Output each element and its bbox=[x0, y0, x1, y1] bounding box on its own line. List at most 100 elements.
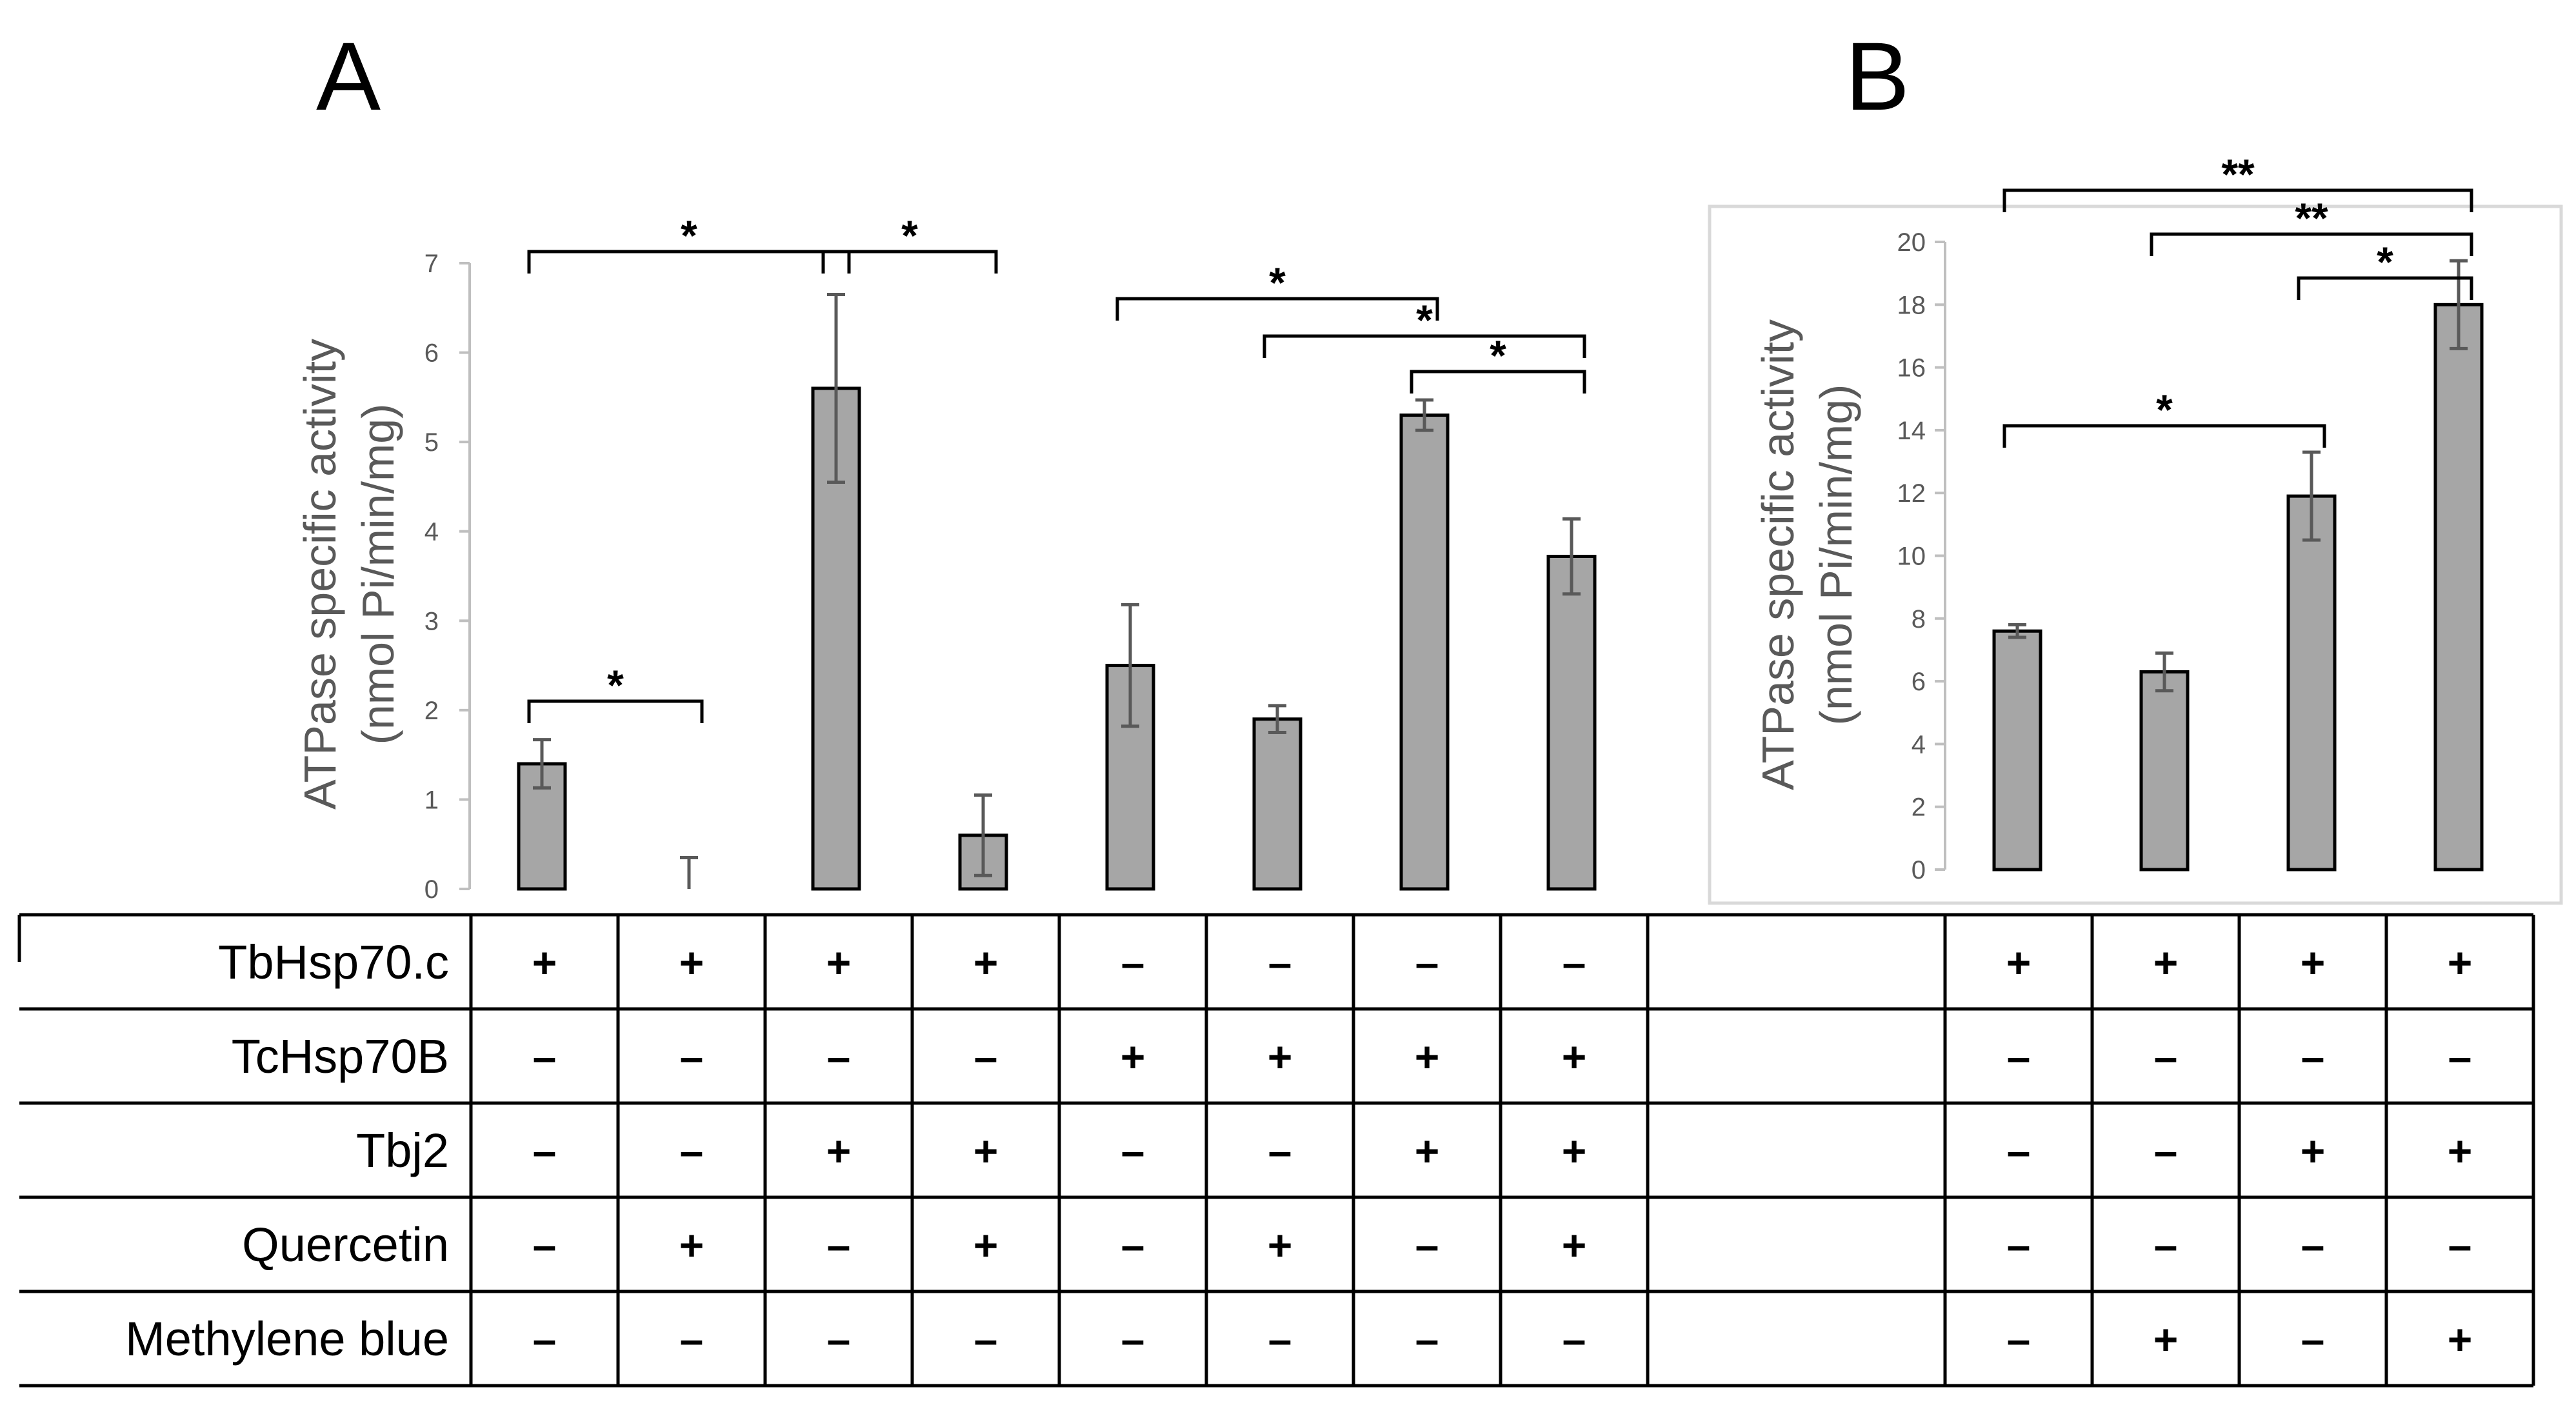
table-cell: – bbox=[827, 1221, 851, 1269]
table-cell: – bbox=[827, 1315, 851, 1363]
table-cell: + bbox=[679, 1221, 704, 1269]
table-cell: + bbox=[2006, 939, 2032, 986]
table-cell: – bbox=[2448, 1033, 2472, 1081]
table-row-label: Methylene blue bbox=[125, 1312, 449, 1366]
y-tick-label: 7 bbox=[424, 250, 439, 278]
y-tick-label: 6 bbox=[424, 339, 439, 368]
table-cell: + bbox=[1562, 1033, 1587, 1081]
table-cell: – bbox=[2448, 1221, 2472, 1269]
table-cell: – bbox=[974, 1315, 998, 1363]
table-cell: + bbox=[2153, 1315, 2179, 1363]
y-tick-label: 6 bbox=[1912, 668, 1926, 696]
significance-bracket bbox=[527, 250, 851, 274]
significance-label: ** bbox=[2295, 194, 2328, 242]
table-cell: + bbox=[679, 939, 704, 986]
table-cell: + bbox=[2153, 939, 2179, 986]
table-cell: – bbox=[2301, 1315, 2325, 1363]
table-cell: + bbox=[826, 1127, 852, 1175]
y-tick-label: 0 bbox=[1912, 856, 1926, 884]
table-cell: – bbox=[533, 1221, 557, 1269]
table-cell: – bbox=[1415, 1315, 1439, 1363]
significance-bracket bbox=[527, 699, 704, 723]
table-cell: – bbox=[1563, 1315, 1586, 1363]
y-tick-label: 3 bbox=[424, 607, 439, 635]
significance-label: * bbox=[1490, 332, 1506, 379]
table-cell: + bbox=[2448, 1127, 2473, 1175]
significance-label: ** bbox=[2221, 150, 2255, 198]
chart-panel-a: ATPase specific activity (nmol Pi/min/mg… bbox=[295, 212, 1597, 904]
table-cell: – bbox=[1121, 939, 1145, 986]
significance-bracket bbox=[2002, 188, 2473, 212]
table-cell: + bbox=[973, 1221, 999, 1269]
y-tick-label: 8 bbox=[1912, 605, 1926, 633]
table-cell: – bbox=[1415, 1221, 1439, 1269]
table-cell: – bbox=[2007, 1033, 2031, 1081]
y-tick-label: 16 bbox=[1897, 354, 1926, 383]
y-tick-label: 5 bbox=[424, 428, 439, 457]
table-cell: + bbox=[973, 939, 999, 986]
table-cell: – bbox=[2154, 1127, 2178, 1175]
y-axis-title-b-line1: ATPase specific activity bbox=[1753, 319, 1803, 790]
panel-label-a: A bbox=[316, 22, 381, 130]
table-cell: – bbox=[1121, 1221, 1145, 1269]
bar bbox=[1992, 629, 2042, 872]
significance-label: * bbox=[901, 212, 918, 259]
bar bbox=[2139, 670, 2190, 872]
table-cell: + bbox=[2448, 939, 2473, 986]
table-cell: + bbox=[2301, 1127, 2326, 1175]
significance-label: * bbox=[2156, 386, 2173, 433]
table-cell: + bbox=[1121, 1033, 1146, 1081]
table-cell: – bbox=[533, 1127, 557, 1175]
table-cell: + bbox=[973, 1127, 999, 1175]
bar bbox=[1252, 717, 1303, 891]
table-cell: – bbox=[680, 1127, 704, 1175]
chart-panel-b: ATPase specific activity (nmol Pi/min/mg… bbox=[1708, 150, 2563, 905]
y-tick-label: 10 bbox=[1897, 543, 1926, 571]
table-cell: – bbox=[2154, 1221, 2178, 1269]
table-cell: – bbox=[827, 1033, 851, 1081]
table-cell: + bbox=[1562, 1127, 1587, 1175]
table-cell: + bbox=[2301, 939, 2326, 986]
table-cell: – bbox=[2007, 1315, 2031, 1363]
table-cell: + bbox=[2448, 1315, 2473, 1363]
bar bbox=[1105, 664, 1155, 891]
table-row-label: TcHsp70B bbox=[232, 1030, 449, 1083]
significance-label: * bbox=[2377, 238, 2393, 286]
significance-label: * bbox=[607, 661, 624, 709]
y-tick-label: 14 bbox=[1897, 417, 1926, 445]
table-cell: – bbox=[533, 1315, 557, 1363]
table-cell: + bbox=[1268, 1221, 1293, 1269]
table-cell: + bbox=[1268, 1033, 1293, 1081]
significance-label: * bbox=[681, 212, 697, 259]
table-row-label: TbHsp70.c bbox=[218, 935, 449, 989]
chart-b-frame bbox=[1708, 204, 2563, 905]
y-axis-title-a-line2: (nmol Pi/min/mg) bbox=[353, 404, 403, 745]
table-row-label: Tbj2 bbox=[356, 1124, 449, 1177]
y-tick-label: 12 bbox=[1897, 479, 1926, 508]
table-row-label: Quercetin bbox=[242, 1218, 449, 1271]
y-tick-label: 2 bbox=[424, 697, 439, 725]
table-cell: – bbox=[1415, 939, 1439, 986]
bar bbox=[1546, 555, 1597, 891]
table-cell: – bbox=[1121, 1315, 1145, 1363]
bar bbox=[2286, 494, 2337, 872]
y-tick-label: 18 bbox=[1897, 291, 1926, 319]
y-tick-label: 2 bbox=[1912, 793, 1926, 822]
y-axis-title-a-line1: ATPase specific activity bbox=[295, 339, 345, 810]
significance-bracket bbox=[1115, 297, 1439, 321]
significance-bracket bbox=[2150, 232, 2473, 256]
table-cell: – bbox=[1268, 1315, 1292, 1363]
table-cell: + bbox=[1415, 1127, 1440, 1175]
table-cell: + bbox=[1562, 1221, 1587, 1269]
table-cell: – bbox=[2007, 1221, 2031, 1269]
y-tick-label: 4 bbox=[424, 518, 439, 546]
table-cell: + bbox=[826, 939, 852, 986]
table-cell: – bbox=[2007, 1127, 2031, 1175]
significance-bracket bbox=[1263, 334, 1586, 358]
y-tick-label: 20 bbox=[1897, 228, 1926, 257]
y-tick-label: 0 bbox=[424, 875, 439, 904]
table-cell: – bbox=[1268, 939, 1292, 986]
table-cell: + bbox=[1415, 1033, 1440, 1081]
table-cell: – bbox=[974, 1033, 998, 1081]
